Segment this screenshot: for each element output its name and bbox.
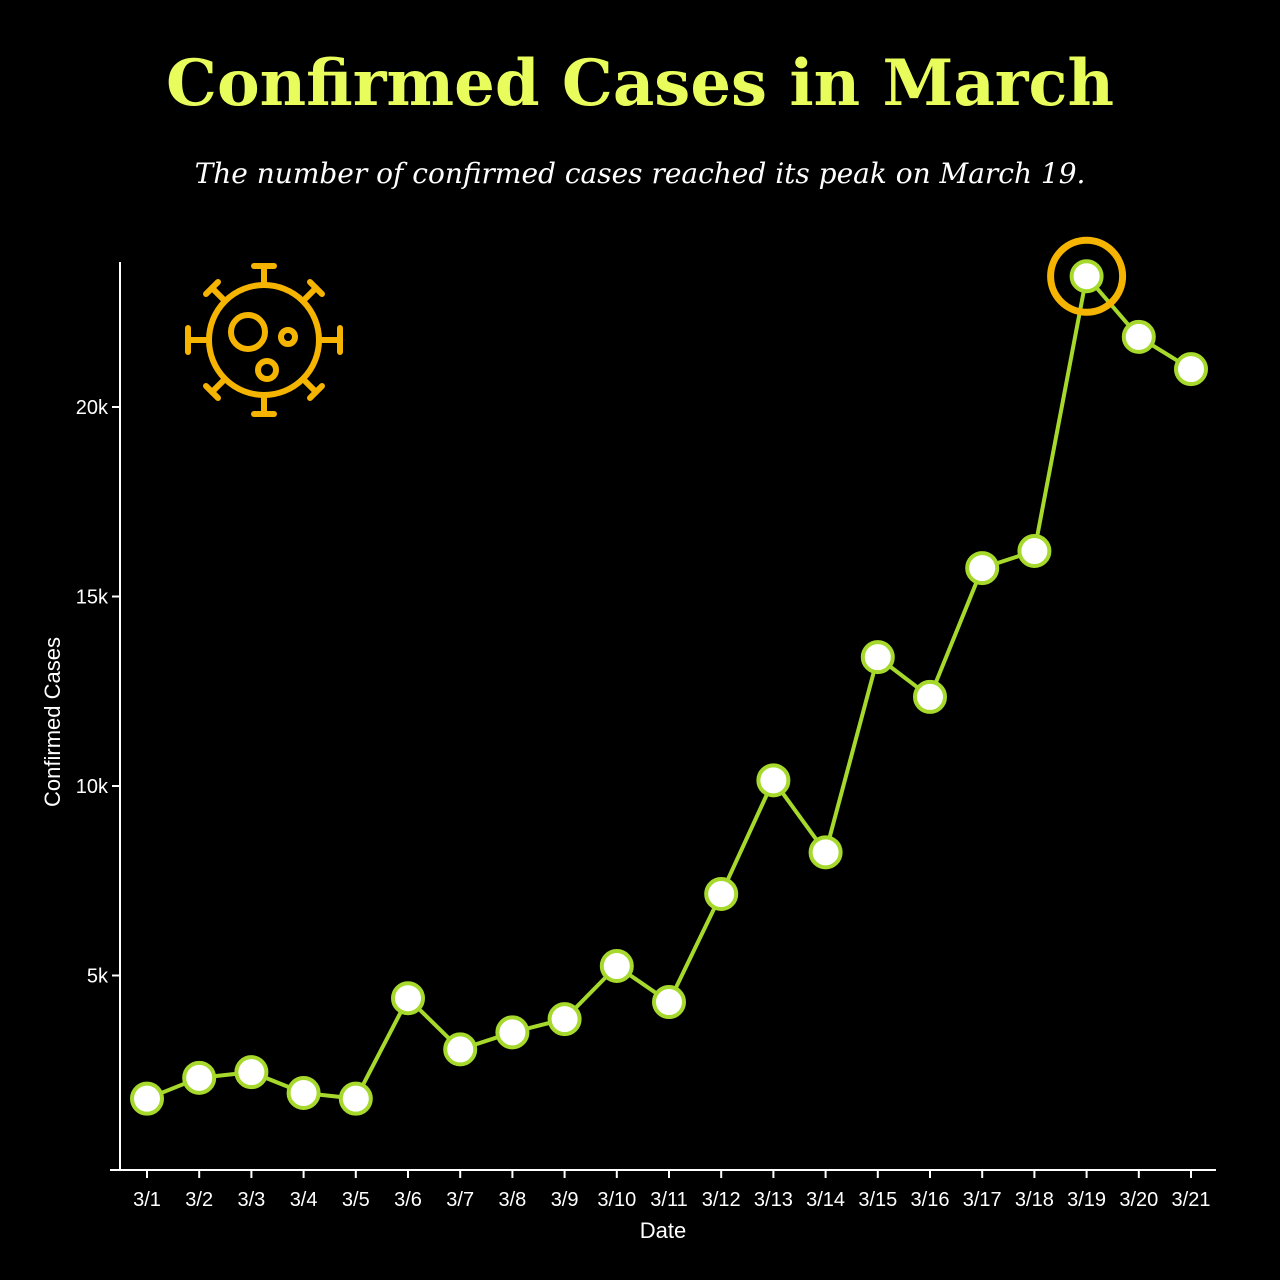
x-tick-label: 3/9 xyxy=(551,1189,579,1211)
x-tick-label: 3/15 xyxy=(858,1189,897,1211)
plot-area xyxy=(130,236,1208,1116)
y-axis-title: Confirmed Cases xyxy=(40,637,65,807)
data-point xyxy=(704,877,739,912)
x-tick-label: 3/6 xyxy=(394,1189,422,1211)
x-tick-label: 3/5 xyxy=(342,1189,370,1211)
x-tick-label: 3/1 xyxy=(133,1189,161,1211)
x-tick-label: 3/20 xyxy=(1119,1189,1158,1211)
x-tick-label: 3/11 xyxy=(650,1189,687,1211)
data-point xyxy=(443,1032,478,1067)
data-point xyxy=(338,1081,373,1116)
y-tick-label: 5k xyxy=(87,966,109,988)
chart-subtitle: The number of confirmed cases reached it… xyxy=(194,157,1086,190)
x-tick-label: 3/16 xyxy=(911,1189,950,1211)
data-point xyxy=(1017,534,1052,569)
x-tick-label: 3/14 xyxy=(806,1189,845,1211)
data-point xyxy=(756,763,791,798)
data-point xyxy=(182,1060,217,1095)
x-tick-label: 3/7 xyxy=(446,1189,474,1211)
axes: 5k 10k 15k 20k 3/1 3/2 3/3 3/4 3/5 3/6 3/7 3/8 3/9 3/… xyxy=(76,262,1216,1211)
x-tick-label: 3/19 xyxy=(1067,1189,1106,1211)
data-point xyxy=(286,1075,321,1110)
x-tick-label: 3/18 xyxy=(1015,1189,1054,1211)
x-tick-label: 3/10 xyxy=(597,1189,636,1211)
data-point xyxy=(599,949,634,984)
x-tick-label: 3/13 xyxy=(754,1189,793,1211)
data-point xyxy=(652,985,686,1020)
y-tick-label: 20k xyxy=(76,397,109,419)
x-tick-label: 3/21 xyxy=(1172,1189,1211,1211)
data-point xyxy=(1121,319,1156,354)
data-point xyxy=(1069,259,1104,294)
x-tick-label: 3/4 xyxy=(290,1189,318,1211)
data-point xyxy=(391,981,425,1016)
data-point xyxy=(913,679,947,714)
data-point xyxy=(808,835,843,870)
peak-highlight-ring xyxy=(1047,236,1127,316)
data-point xyxy=(1174,352,1208,387)
series-line xyxy=(146,274,1193,1101)
x-tick-label: 3/12 xyxy=(702,1189,741,1211)
data-point xyxy=(234,1055,269,1090)
data-point xyxy=(130,1081,164,1116)
x-tick-label: 3/3 xyxy=(237,1189,265,1211)
y-tick-label: 10k xyxy=(76,776,109,798)
chart-title: Confirmed Cases in March xyxy=(166,46,1114,121)
data-point xyxy=(860,640,895,675)
virus-icon xyxy=(185,263,343,417)
x-tick-label: 3/2 xyxy=(185,1189,213,1211)
x-tick-label: 3/8 xyxy=(498,1189,526,1211)
data-point xyxy=(547,1002,582,1037)
data-point xyxy=(965,551,1000,586)
x-tick-label: 3/17 xyxy=(963,1189,1002,1211)
x-axis-title: Date xyxy=(640,1218,686,1243)
data-point xyxy=(495,1015,530,1050)
y-tick-label: 15k xyxy=(76,587,109,609)
